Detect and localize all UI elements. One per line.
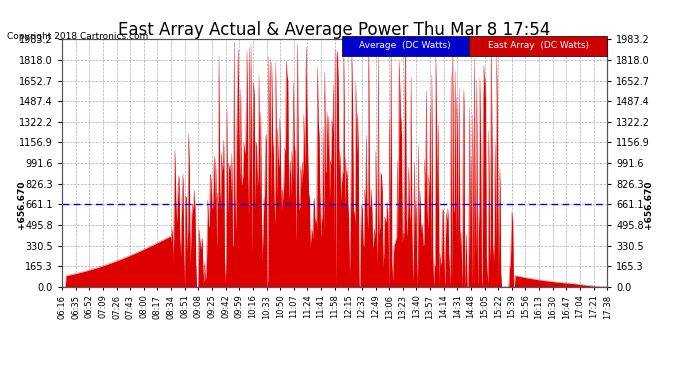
Title: East Array Actual & Average Power Thu Mar 8 17:54: East Array Actual & Average Power Thu Ma… [119,21,551,39]
Text: Average  (DC Watts): Average (DC Watts) [359,42,451,51]
Bar [342,36,469,56]
Text: East Array  (DC Watts): East Array (DC Watts) [488,42,589,51]
Text: Copyright 2018 Cartronics.com: Copyright 2018 Cartronics.com [7,32,148,41]
Bar [469,36,607,56]
Text: +656.670: +656.670 [644,180,653,229]
Text: +656.670: +656.670 [17,180,26,229]
